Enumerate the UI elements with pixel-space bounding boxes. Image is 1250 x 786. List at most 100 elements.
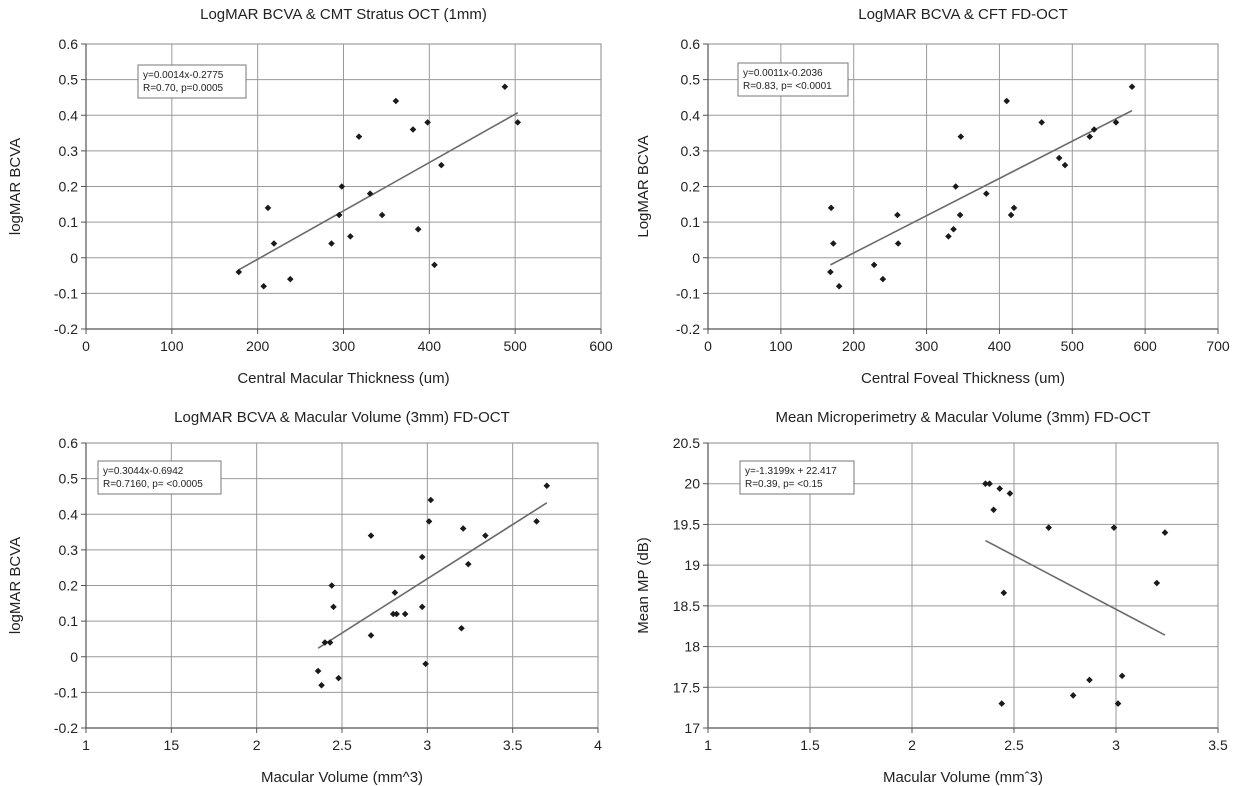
- data-point: [318, 681, 325, 689]
- data-point: [355, 133, 363, 140]
- y-tick-label: 0.3: [59, 143, 79, 159]
- data-point: [986, 480, 993, 488]
- x-axis-label: Central Foveal Thickness (um): [861, 370, 1065, 387]
- x-axis-label: Macular Volume (mmˆ3): [883, 769, 1043, 786]
- data-point: [328, 582, 336, 589]
- x-tick-label: 2.5: [332, 737, 352, 753]
- y-axis-label: logMAR BCVA: [7, 537, 24, 634]
- data-point: [1069, 692, 1077, 699]
- y-tick-label: 0: [692, 250, 700, 266]
- data-point: [835, 282, 843, 290]
- y-axis-label: Mean MP (dB): [635, 537, 652, 633]
- y-tick-label: 0.3: [681, 143, 701, 159]
- y-tick-label: -0.2: [54, 321, 78, 337]
- data-point: [328, 240, 335, 247]
- x-tick-label: 600: [589, 338, 613, 354]
- y-tick-label: 0.2: [59, 578, 79, 594]
- data-point: [347, 233, 354, 240]
- trendline: [238, 112, 519, 271]
- chart-panel-cmt-stratus: 0 100 200 300 400 500 600 -0.2 -0.1 0 0.1 0.2 0.3 0.4…: [7, 6, 613, 387]
- data-point: [264, 204, 272, 212]
- x-tick-label: 1: [82, 737, 90, 753]
- data-point: [1006, 490, 1014, 497]
- y-tick-label: 0.5: [59, 72, 79, 88]
- data-point: [335, 211, 343, 219]
- data-point: [427, 496, 435, 504]
- data-point: [998, 700, 1006, 707]
- x-tick-label: 300: [332, 338, 356, 354]
- y-tick-label: 0.4: [681, 107, 701, 123]
- x-tick-label: 200: [246, 338, 270, 354]
- data-point: [1000, 589, 1008, 597]
- data-point: [952, 183, 960, 190]
- x-tick-label: 1.5: [800, 737, 820, 753]
- regression-annotation-line: y=0.0014x-0.2775: [143, 70, 224, 81]
- data-point: [957, 133, 965, 140]
- data-point: [1086, 676, 1093, 684]
- x-tick-label: 200: [842, 338, 866, 354]
- regression-annotation-line: y=-1.3199x + 22.417: [745, 466, 837, 477]
- data-point: [438, 161, 445, 169]
- y-tick-label: 0.2: [59, 179, 79, 195]
- data-point: [990, 506, 997, 514]
- data-point: [827, 268, 834, 276]
- data-point: [391, 589, 399, 596]
- x-tick-label: 3.5: [503, 737, 523, 753]
- data-point: [1114, 700, 1122, 707]
- x-tick-label: 100: [160, 338, 184, 354]
- x-tick-label: 3: [423, 737, 431, 753]
- trendline: [317, 502, 548, 649]
- data-point: [367, 532, 375, 539]
- x-tick-label: 300: [915, 338, 939, 354]
- chart-title: LogMAR BCVA & Macular Volume (3mm) FD-OC…: [174, 409, 510, 426]
- data-point: [533, 518, 540, 525]
- y-tick-label: 0.4: [59, 107, 79, 123]
- x-tick-label: 3: [1112, 737, 1120, 753]
- data-point: [260, 282, 267, 290]
- data-point: [1086, 133, 1094, 140]
- data-point: [422, 660, 429, 668]
- trendline: [830, 109, 1133, 266]
- y-tick-label: 20: [684, 476, 700, 492]
- data-point: [458, 624, 465, 632]
- data-point: [514, 119, 522, 126]
- data-point: [425, 518, 433, 525]
- regression-annotation-line: R=0.7160, p= <0.0005: [103, 479, 203, 490]
- data-point: [543, 482, 551, 490]
- data-point: [1090, 126, 1098, 133]
- data-point: [431, 261, 438, 269]
- chart-title: LogMAR BCVA & CFT FD-OCT: [858, 6, 1067, 23]
- y-tick-label: -0.1: [54, 684, 78, 700]
- trendline: [985, 539, 1166, 636]
- x-tick-label: 2: [908, 737, 916, 753]
- data-point: [1003, 97, 1011, 105]
- data-point: [1055, 154, 1063, 162]
- y-tick-label: 17.5: [673, 679, 700, 695]
- data-point: [827, 204, 835, 212]
- data-point: [235, 268, 243, 276]
- regression-annotation-line: R=0.83, p= <0.0001: [743, 81, 832, 92]
- data-point: [326, 639, 334, 646]
- data-point: [392, 97, 400, 105]
- data-point: [956, 211, 964, 219]
- data-point: [945, 233, 952, 240]
- data-point: [894, 211, 901, 219]
- regression-annotation-line: R=0.70, p=0.0005: [143, 83, 224, 94]
- y-tick-label: 19.5: [673, 516, 700, 532]
- data-point: [501, 83, 509, 91]
- data-point: [1010, 204, 1018, 212]
- data-point: [366, 190, 374, 197]
- data-point: [1007, 211, 1015, 219]
- data-point: [418, 603, 426, 611]
- chart-panel-macular-volume-bcva: 1 15 2 2.5 3 3.5 4 -0.2 -0.1 0 0.1 0.2 0.3 0.4 0.5 0.6 L…: [7, 409, 602, 786]
- data-point: [389, 610, 397, 618]
- x-tick-label: 1: [704, 737, 712, 753]
- x-tick-label: 4: [594, 737, 602, 753]
- y-tick-label: 0.6: [59, 435, 79, 451]
- regression-annotation-line: y=0.3044x-0.6942: [103, 466, 184, 477]
- regression-annotation-line: R=0.39, p= <0.15: [745, 479, 823, 490]
- y-tick-label: 19: [684, 557, 700, 573]
- data-point: [894, 240, 902, 247]
- regression-annotation-box: [97, 460, 222, 495]
- x-tick-label: 400: [418, 338, 442, 354]
